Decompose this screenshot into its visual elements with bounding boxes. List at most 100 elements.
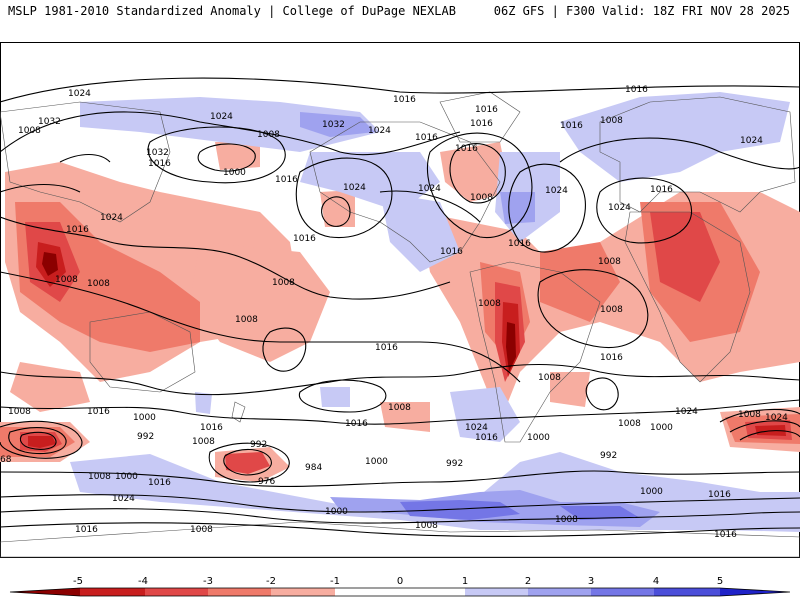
anomaly-area (380, 402, 430, 432)
isobar (197, 143, 256, 172)
contour-label: 1016 (475, 433, 498, 443)
contour-label: 1008 (257, 130, 280, 140)
anomaly-area (10, 362, 90, 412)
anomaly-area (80, 97, 380, 152)
isobar (559, 137, 800, 170)
anomaly-area (320, 387, 350, 407)
anomaly-area (506, 322, 516, 372)
isobar (0, 399, 800, 425)
isobar (537, 269, 649, 349)
isobar (739, 430, 800, 441)
contour-label: 1008 (555, 515, 578, 525)
isobar (8, 427, 67, 455)
contour-label: 1000 (365, 457, 388, 467)
isobar (0, 183, 81, 193)
contour-label: 1016 (87, 407, 110, 417)
colorbar-tick: 5 (717, 576, 723, 587)
contour-label: 1016 (475, 105, 498, 115)
contour-label: 1016 (75, 525, 98, 535)
colorbar-tick: 0 (397, 576, 403, 587)
contour-label: 1008 (272, 278, 295, 288)
map-panel: 1024 1032 1024 1008 1032 1016 1000 1016 … (0, 42, 800, 558)
colorbar-tick: -1 (330, 576, 340, 587)
contour-label: 992 (250, 440, 267, 450)
contour-label: 1032 (146, 148, 169, 158)
contour-label: 1024 (112, 494, 135, 504)
contour-label: 1000 (115, 472, 138, 482)
contour-label: 1008 (600, 116, 623, 126)
colorbar-segment-pos1 (465, 588, 528, 596)
colorbar-segment-neg1 (271, 588, 335, 596)
contour-label: 1024 (465, 423, 488, 433)
contour-label: 1016 (508, 239, 531, 249)
greenland-coast (439, 91, 521, 143)
contour-label: 1008 (87, 279, 110, 289)
isobar (0, 508, 800, 524)
colorbar-segment-neg4 (80, 588, 145, 596)
contour-label: 1016 (650, 185, 673, 195)
colorbar-outline (9, 587, 791, 597)
header-title-left: MSLP 1981-2010 Standardized Anomaly | Co… (8, 4, 456, 18)
contour-label: 1024 (608, 203, 631, 213)
isobar (0, 522, 800, 538)
contour-label: 992 (600, 451, 617, 461)
contour-label: 1016 (470, 119, 493, 129)
isobars (0, 77, 800, 538)
contour-label: 1008 (470, 193, 493, 203)
isobar (262, 327, 307, 372)
colorbar-ticks: -5 -4 -3 -2 -1 0 1 2 3 4 5 (73, 576, 723, 587)
anomaly-area (650, 212, 720, 302)
contour-label: 1016 (148, 159, 171, 169)
contour-label: 1016 (148, 478, 171, 488)
contour-label: 1000 (223, 168, 246, 178)
negative-anomaly-shading (0, 142, 800, 482)
contour-label: 1008 (88, 472, 111, 482)
contour-label: 1024 (545, 186, 568, 196)
colorbar-segment-neg5 (10, 588, 80, 596)
colorbar-segment-pos5 (720, 588, 790, 596)
isobar (147, 126, 286, 184)
contour-label: 1000 (527, 433, 550, 443)
contour-labels: 1024 1032 1024 1008 1032 1016 1000 1016 … (0, 85, 788, 540)
contour-label: 1008 (538, 373, 561, 383)
contour-label: 1016 (440, 247, 463, 257)
anomaly-area (560, 92, 790, 182)
anomaly-area (42, 252, 58, 276)
antarctica-coast (0, 521, 800, 558)
australia-coast (89, 311, 196, 393)
contour-label: 1016 (714, 530, 737, 540)
contour-label: 1008 (478, 299, 501, 309)
contour-label: 1008 (235, 315, 258, 325)
colorbar-segment-pos3 (591, 588, 654, 596)
isobar (426, 132, 533, 239)
isobar (321, 196, 351, 227)
anomaly-area (215, 142, 260, 170)
colorbar-segment-neg3 (145, 588, 208, 596)
contour-label: 1008 (8, 407, 31, 417)
contour-label: 1000 (325, 507, 348, 517)
colorbar-tick: 1 (462, 576, 468, 587)
contour-label: 1008 (190, 525, 213, 535)
contour-label: 1024 (100, 213, 123, 223)
anomaly-area (560, 506, 640, 520)
colorbar-tick: 3 (588, 576, 594, 587)
colorbar-segment-zero (335, 588, 465, 596)
header-title-right: 06Z GFS | F300 Valid: 18Z FRI NOV 28 202… (493, 4, 790, 18)
contour-label: 1024 (675, 407, 698, 417)
asia-east-coast (0, 101, 171, 223)
isobar (585, 377, 619, 411)
contour-label: 1016 (708, 490, 731, 500)
contour-label: 1016 (560, 121, 583, 131)
anomaly-area (440, 142, 510, 202)
colorbar-tick: -3 (203, 576, 213, 587)
isobar (0, 363, 800, 396)
isobar (295, 157, 393, 239)
contour-label: 1000 (650, 423, 673, 433)
contour-label: 1008 (388, 403, 411, 413)
isobar (59, 153, 111, 163)
isobar (298, 379, 387, 413)
contour-label: 1008 (192, 437, 215, 447)
anomaly-area (300, 112, 375, 137)
contour-label: 1016 (66, 225, 89, 235)
contour-label: 1032 (322, 120, 345, 130)
